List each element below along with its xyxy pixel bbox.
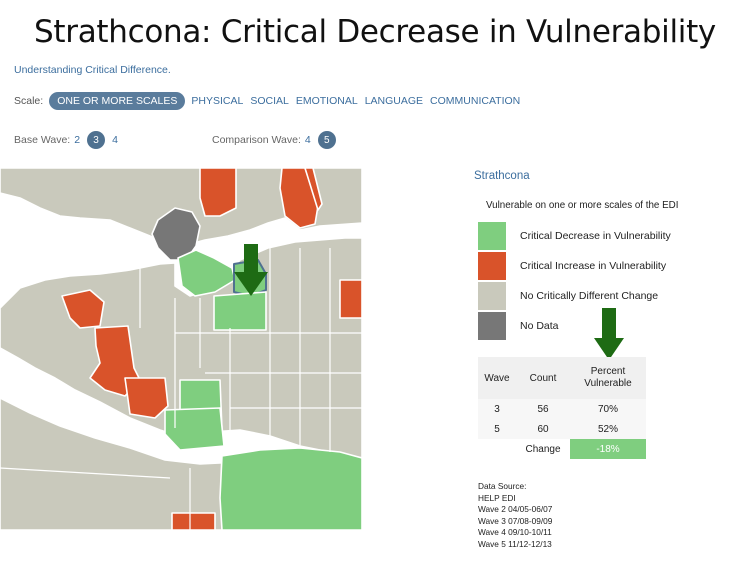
data-source: Data Source: HELP EDI Wave 2 04/05-06/07… bbox=[478, 481, 552, 551]
row-percent: 70% bbox=[570, 399, 646, 419]
table-row: 3 56 70% bbox=[478, 399, 646, 419]
map-region-north-increase-1[interactable] bbox=[199, 168, 237, 217]
legend-item-decrease: Critical Decrease in Vulnerability bbox=[478, 222, 671, 250]
data-source-line: Wave 2 04/05-06/07 bbox=[478, 504, 553, 515]
stats-table: Wave Count Percent Vulnerable 3 56 70% 5… bbox=[478, 357, 646, 459]
legend-label-no-data: No Data bbox=[520, 320, 559, 332]
legend-subtitle: Vulnerable on one or more scales of the … bbox=[486, 200, 679, 211]
comparison-wave-option-4[interactable]: 4 bbox=[304, 134, 311, 146]
scale-option-social[interactable]: SOCIAL bbox=[250, 95, 289, 107]
legend-swatch-no-data bbox=[478, 312, 506, 340]
scale-option-one-or-more[interactable]: ONE OR MORE SCALES bbox=[49, 92, 186, 110]
legend-swatch-no-change bbox=[478, 282, 506, 310]
header-percent: Percent Vulnerable bbox=[570, 357, 646, 399]
header-count: Count bbox=[516, 357, 570, 399]
legend-label-no-change: No Critically Different Change bbox=[520, 290, 659, 302]
vancouver-map[interactable] bbox=[0, 168, 362, 530]
legend-swatch-increase bbox=[478, 252, 506, 280]
map-region-south-decrease-2[interactable] bbox=[164, 407, 225, 451]
map-region-southeast-decrease[interactable] bbox=[219, 447, 362, 530]
data-source-line: Data Source: bbox=[478, 481, 527, 491]
map-region-west-increase-3[interactable] bbox=[124, 377, 169, 419]
data-source-line: Wave 5 11/12-12/13 bbox=[478, 538, 552, 549]
header-wave: Wave bbox=[478, 357, 516, 399]
scale-option-emotional[interactable]: EMOTIONAL bbox=[295, 95, 358, 107]
map-region-west-increase-1[interactable] bbox=[61, 289, 105, 329]
legend-swatch-decrease bbox=[478, 222, 506, 250]
row-count: 56 bbox=[516, 399, 570, 419]
row-wave: 5 bbox=[478, 419, 516, 439]
base-wave-option-2[interactable]: 2 bbox=[74, 134, 81, 146]
scale-option-physical[interactable]: PHYSICAL bbox=[191, 95, 244, 107]
table-arrow-icon bbox=[594, 308, 624, 360]
scale-option-language[interactable]: LANGUAGE bbox=[364, 95, 424, 107]
map-region-north-increase-3[interactable] bbox=[304, 168, 323, 211]
row-percent: 52% bbox=[570, 419, 646, 439]
map-region-east-increase[interactable] bbox=[339, 279, 362, 319]
base-wave-option-4[interactable]: 4 bbox=[112, 134, 118, 146]
map-region-east-decrease[interactable] bbox=[213, 291, 267, 331]
critical-difference-link[interactable]: Understanding Critical Difference. bbox=[14, 64, 171, 76]
data-source-line: Wave 3 07/08-09/09 bbox=[478, 515, 553, 526]
base-wave-option-3[interactable]: 3 bbox=[87, 131, 106, 149]
comparison-wave-label: Comparison Wave: bbox=[212, 134, 301, 146]
legend: Strathcona Vulnerable on one or more sca… bbox=[474, 170, 678, 340]
change-row: Change -18% bbox=[478, 439, 646, 459]
change-value: -18% bbox=[570, 439, 646, 459]
scale-label: Scale: bbox=[14, 95, 44, 107]
scale-option-communication[interactable]: COMMUNICATION bbox=[430, 95, 521, 107]
base-wave-selector: Base Wave: 2 3 4 bbox=[14, 131, 122, 149]
change-label: Change bbox=[525, 443, 561, 455]
table-row: 5 60 52% bbox=[478, 419, 646, 439]
data-source-line: Wave 4 09/10-10/11 bbox=[478, 527, 552, 538]
page-title: Strathcona: Critical Decrease in Vulnera… bbox=[34, 14, 716, 50]
comparison-wave-selector: Comparison Wave: 4 5 bbox=[212, 131, 339, 149]
row-wave: 3 bbox=[478, 399, 516, 419]
legend-item-increase: Critical Increase in Vulnerability bbox=[478, 252, 666, 280]
legend-item-no-data: No Data bbox=[478, 312, 559, 340]
scale-selector: Scale: ONE OR MORE SCALES PHYSICAL SOCIA… bbox=[14, 92, 527, 110]
row-count: 60 bbox=[516, 419, 570, 439]
map-region-south-increase[interactable] bbox=[171, 512, 216, 530]
legend-label-decrease: Critical Decrease in Vulnerability bbox=[520, 230, 671, 242]
data-source-line: HELP EDI bbox=[478, 492, 516, 503]
legend-title: Strathcona bbox=[474, 170, 530, 182]
base-wave-label: Base Wave: bbox=[14, 134, 71, 146]
map-arrow-icon bbox=[234, 244, 268, 296]
legend-item-no-change: No Critically Different Change bbox=[478, 282, 658, 310]
legend-label-increase: Critical Increase in Vulnerability bbox=[520, 260, 667, 272]
comparison-wave-option-5[interactable]: 5 bbox=[317, 131, 336, 149]
